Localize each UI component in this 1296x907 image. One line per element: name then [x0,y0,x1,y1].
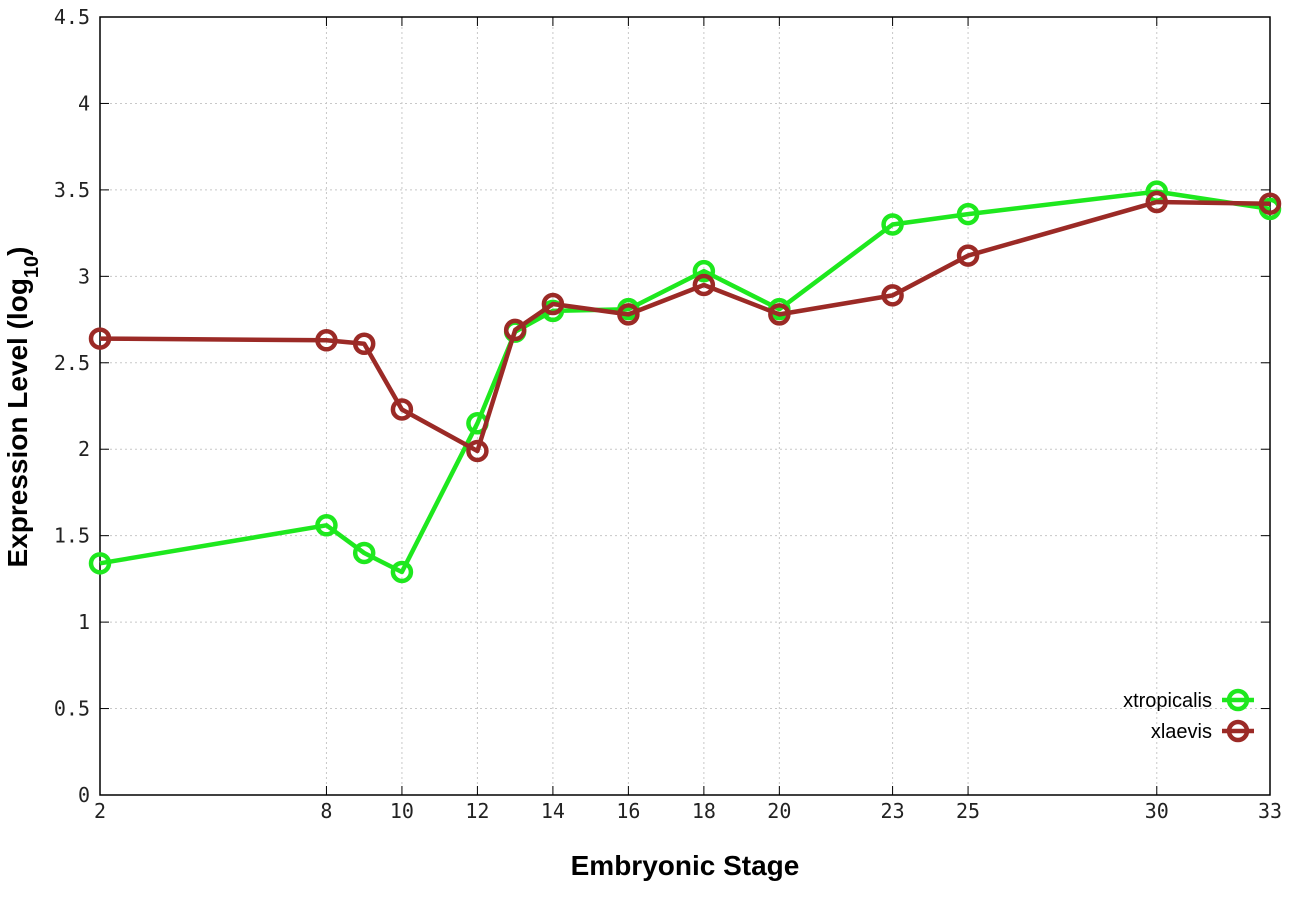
x-tick-label: 30 [1145,799,1169,823]
series-xlaevis [88,190,1282,463]
data-point-xlaevis [466,439,489,463]
x-tick-label: 25 [956,799,980,823]
series-xtropicalis [88,180,1282,584]
x-tick-label: 12 [465,799,489,823]
legend-item-xlaevis: xlaevis [1151,719,1254,743]
data-point-xtropicalis [88,552,112,575]
data-point-xlaevis [1145,190,1169,214]
y-tick-label: 0 [78,783,90,807]
x-tick-label: 16 [616,799,640,823]
data-point-xtropicalis [315,514,338,537]
y-axis-title-text: Expression Level (log [2,278,33,567]
x-tick-label: 10 [390,799,414,823]
data-point-xlaevis [352,332,376,356]
x-axis-title: Embryonic Stage [571,850,800,881]
data-point-xlaevis [390,398,414,421]
data-point-xtropicalis [390,560,414,584]
data-point-xtropicalis [352,541,376,565]
x-tick-label: 23 [881,799,905,823]
legend-label: xlaevis [1151,721,1212,743]
y-axis-title: Expression Level (log10) [2,247,43,568]
y-axis-title-suffix: ) [2,247,33,256]
legend-item-xtropicalis: xtropicalis [1123,688,1254,712]
x-tick-label: 8 [320,799,332,823]
y-tick-label: 2 [78,437,90,461]
data-point-xlaevis [956,244,980,267]
data-point-xlaevis [1258,192,1282,215]
plot-frame [99,16,1271,796]
data-point-xtropicalis [881,213,904,236]
data-point-xlaevis [617,303,640,326]
y-tick-label: 3 [78,264,90,288]
y-tick-label: 2.5 [54,351,90,375]
y-tick-label: 1.5 [54,524,90,548]
x-tick-label: 18 [692,799,716,823]
data-point-xtropicalis [692,259,716,283]
legend-marker-swatch [1226,719,1250,743]
data-point-xlaevis [541,292,565,316]
series-line-xtropicalis [99,189,1271,575]
x-tick-label: 33 [1258,799,1282,823]
tick-labels: 0 0.5 1 1.5 2 2.5 3 3.5 4 4.5 2 8 10 12 14 16 18 20 23 25 30… [54,5,1282,823]
data-point-xtropicalis [956,202,980,226]
y-tick-label: 1 [78,610,90,634]
y-tick-label: 0.5 [54,697,90,721]
axis-ticks [99,16,1271,796]
data-point-xlaevis [768,303,791,326]
grid-lines [100,17,1270,795]
data-point-xlaevis [503,318,527,342]
legend-marker-swatch [1226,688,1250,712]
data-point-xlaevis [88,327,112,350]
y-tick-label: 4 [78,91,90,115]
data-point-xlaevis [315,329,338,352]
series-line-xlaevis [99,199,1271,454]
x-tick-label: 2 [94,799,106,823]
data-point-xlaevis [692,273,716,297]
series-layer [88,180,1282,584]
y-tick-label: 4.5 [54,5,90,29]
legend: xtropicalis xlaevis [1123,688,1254,743]
legend-label: xtropicalis [1123,690,1212,712]
x-tick-label: 20 [767,799,791,823]
data-point-xlaevis [881,284,904,307]
x-tick-label: 14 [541,799,565,823]
y-tick-label: 3.5 [54,178,90,202]
y-axis-title-subscript: 10 [21,256,43,278]
